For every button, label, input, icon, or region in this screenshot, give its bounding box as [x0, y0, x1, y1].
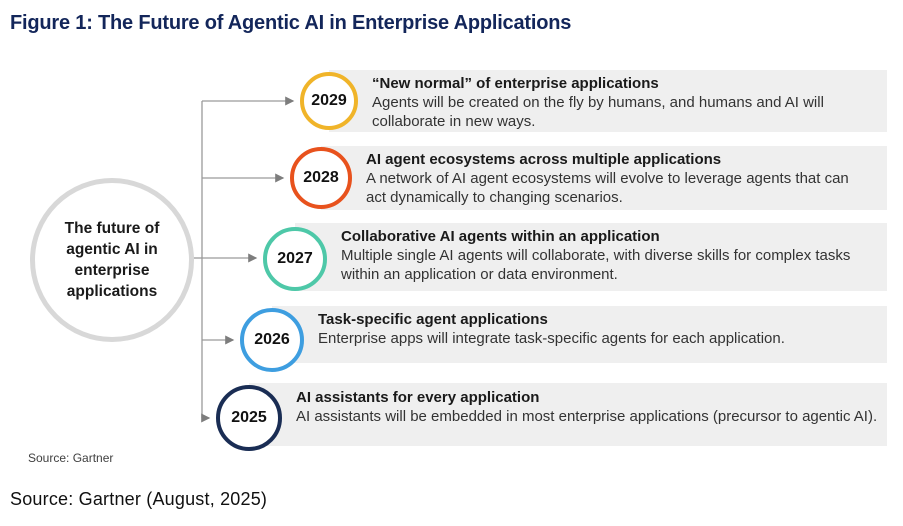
figure-caption: Source: Gartner (August, 2025)	[10, 489, 268, 509]
year-circle-2029: 2029	[300, 72, 358, 130]
hub-circle: The future of agentic AI in enterprise a…	[30, 178, 194, 342]
row-description: Multiple single AI agents will collabora…	[341, 247, 851, 283]
year-label: 2028	[303, 169, 339, 186]
row-description: Agents will be created on the fly by hum…	[372, 94, 824, 130]
year-circle-2025: 2025	[216, 385, 282, 451]
row-title: AI agent ecosystems across multiple appl…	[366, 151, 722, 168]
row-description: A network of AI agent ecosystems will ev…	[366, 170, 849, 206]
row-title: Task-specific agent applications	[318, 311, 548, 328]
row-title: “New normal” of enterprise applications	[372, 75, 659, 92]
year-label: 2025	[231, 409, 267, 426]
timeline-row-box-2027	[295, 223, 887, 291]
timeline-row-box-2029	[329, 70, 887, 132]
timeline-row-text-2025: AI assistants for every application AI a…	[296, 388, 878, 426]
hub-label: The future of agentic AI in enterprise a…	[64, 220, 160, 300]
year-circle-2028: 2028	[290, 147, 352, 209]
figure-title: Figure 1: The Future of Agentic AI in En…	[10, 12, 572, 34]
row-description: AI assistants will be embedded in most e…	[296, 408, 878, 425]
timeline-row-box-2028	[321, 146, 887, 210]
row-description: Enterprise apps will integrate task-spec…	[318, 330, 785, 347]
timeline-row-box-2026	[272, 306, 887, 363]
timeline-row-text-2029: “New normal” of enterprise applications …	[372, 74, 877, 131]
timeline-row-text-2026: Task-specific agent applications Enterpr…	[318, 310, 878, 348]
source-note: Source: Gartner	[28, 451, 114, 465]
row-title: Collaborative AI agents within an applic…	[341, 228, 660, 245]
timeline-row-text-2027: Collaborative AI agents within an applic…	[341, 227, 873, 284]
year-label: 2027	[277, 250, 313, 267]
year-label: 2029	[311, 92, 347, 109]
year-circle-2026: 2026	[240, 308, 304, 372]
year-circle-2027: 2027	[263, 227, 327, 291]
row-title: AI assistants for every application	[296, 389, 540, 406]
year-label: 2026	[254, 331, 290, 348]
timeline-row-text-2028: AI agent ecosystems across multiple appl…	[366, 150, 868, 207]
timeline-row-box-2025	[249, 383, 887, 446]
